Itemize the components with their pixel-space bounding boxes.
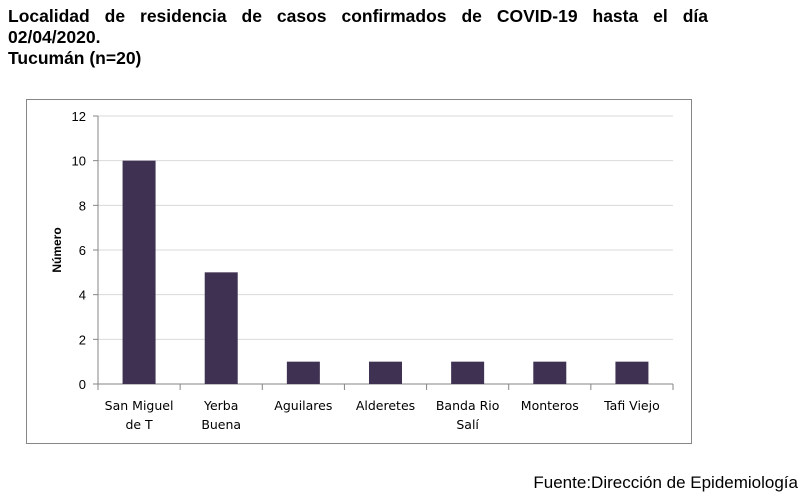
x-tick-label: Alderetes <box>356 398 415 413</box>
y-tick-label: 10 <box>72 154 86 169</box>
bar <box>204 272 238 384</box>
y-tick-label: 12 <box>72 109 86 124</box>
y-tick-label: 4 <box>79 288 86 303</box>
bar <box>615 361 649 384</box>
chart-title-block: Localidad de residencia de casos confirm… <box>8 6 708 69</box>
y-tick-label: 0 <box>79 377 86 392</box>
y-tick-label: 2 <box>79 332 86 347</box>
x-tick-label: Buena <box>201 417 241 432</box>
bar <box>286 361 320 384</box>
bar <box>122 160 156 384</box>
x-tick-label: Yerba <box>203 398 238 413</box>
source-note: Fuente:Dirección de Epidemiología <box>533 473 798 492</box>
x-tick-label: San Miguel <box>105 398 174 413</box>
chart-title-line2: 02/04/2020. <box>8 27 101 47</box>
x-tick-label: Aguilares <box>274 398 332 413</box>
y-tick-label: 8 <box>79 198 86 213</box>
x-tick-label: Banda Rio <box>436 398 500 413</box>
y-axis-label: Número <box>50 227 64 272</box>
bar <box>533 361 567 384</box>
y-tick-label: 6 <box>79 243 86 258</box>
x-tick-label: de T <box>125 417 153 432</box>
x-tick-label: Tafi Viejo <box>603 398 660 413</box>
chart-title-line1: Localidad de residencia de casos confirm… <box>8 6 708 26</box>
x-tick-label: Salí <box>456 417 479 432</box>
bar <box>369 361 402 384</box>
x-tick-label: Monteros <box>521 398 579 413</box>
chart-subtitle: Tucumán (n=20) <box>8 48 142 68</box>
bar <box>451 361 485 384</box>
